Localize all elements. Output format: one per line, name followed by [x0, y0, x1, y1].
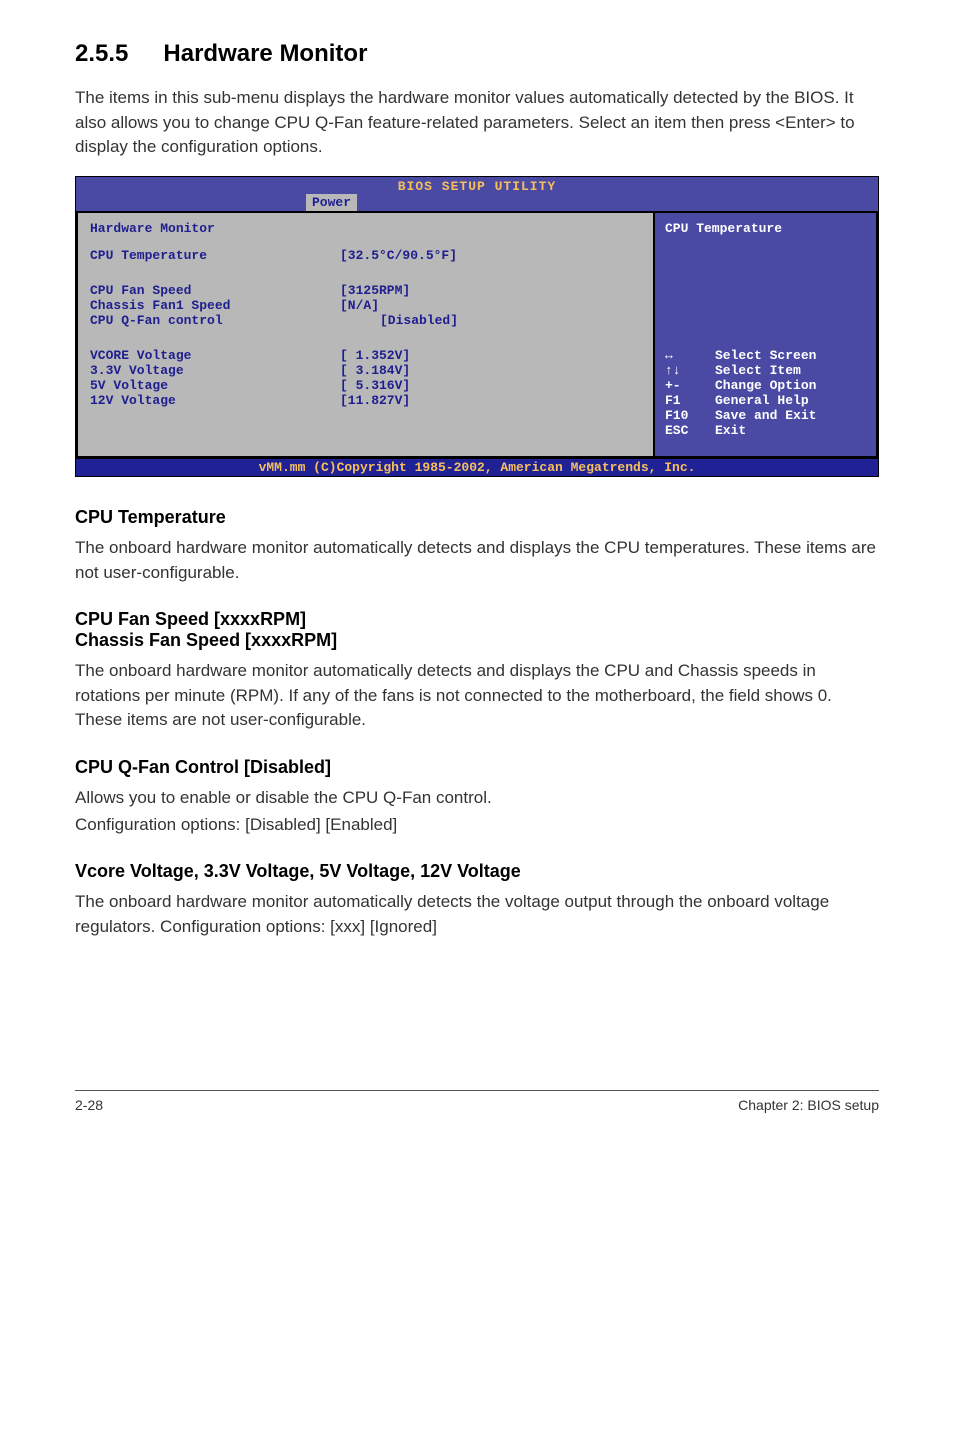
- bios-footer: vMM.mm (C)Copyright 1985-2002, American …: [76, 458, 878, 476]
- bios-item-value: [N/A]: [340, 298, 379, 313]
- bios-item-value: [ 3.184V]: [340, 363, 410, 378]
- bios-item-value: [ 1.352V]: [340, 348, 410, 363]
- bios-item-value: [32.5°C/90.5°F]: [340, 248, 457, 263]
- bios-item-label: VCORE Voltage: [90, 348, 340, 363]
- paragraph: Configuration options: [Disabled] [Enabl…: [75, 813, 879, 838]
- bios-item-label: 5V Voltage: [90, 378, 340, 393]
- bios-item-label: 12V Voltage: [90, 393, 340, 408]
- bios-item-value: [Disabled]: [380, 313, 458, 328]
- bios-row: VCORE Voltage [ 1.352V]: [90, 348, 641, 363]
- section-number: 2.5.5: [75, 40, 128, 68]
- paragraph: The onboard hardware monitor automatical…: [75, 536, 879, 585]
- bios-row: CPU Temperature [32.5°C/90.5°F]: [90, 248, 641, 263]
- subheading-qfan-control: CPU Q-Fan Control [Disabled]: [75, 757, 879, 778]
- bios-right-panel: CPU Temperature ↔Select Screen ↑↓Select …: [653, 211, 878, 458]
- legend-text: Change Option: [715, 378, 816, 393]
- bios-row: 12V Voltage [11.827V]: [90, 393, 641, 408]
- bios-item-label: CPU Temperature: [90, 248, 340, 263]
- bios-item-value: [3125RPM]: [340, 283, 410, 298]
- bios-left-header: Hardware Monitor: [90, 221, 340, 236]
- intro-paragraph: The items in this sub-menu displays the …: [75, 86, 879, 160]
- bios-row: 5V Voltage [ 5.316V]: [90, 378, 641, 393]
- bios-titlebar: BIOS SETUP UTILITY Power: [76, 177, 878, 211]
- bios-item-value: [11.827V]: [340, 393, 410, 408]
- page-footer: 2-28 Chapter 2: BIOS setup: [75, 1090, 879, 1113]
- bios-row: CPU Fan Speed [3125RPM]: [90, 283, 641, 298]
- section-heading: 2.5.5 Hardware Monitor: [75, 40, 879, 68]
- page-number: 2-28: [75, 1097, 103, 1113]
- bios-item-label: CPU Q-Fan control: [90, 313, 340, 328]
- section-title: Hardware Monitor: [163, 40, 367, 67]
- subheading-cpu-temperature: CPU Temperature: [75, 507, 879, 528]
- legend-key: F1: [665, 393, 715, 408]
- subheading-line: Chassis Fan Speed [xxxxRPM]: [75, 630, 879, 651]
- subheading-voltages: Vcore Voltage, 3.3V Voltage, 5V Voltage,…: [75, 861, 879, 882]
- legend-key: ↔: [665, 348, 715, 363]
- bios-left-panel: Hardware Monitor CPU Temperature [32.5°C…: [76, 211, 653, 458]
- bios-item-label: Chassis Fan1 Speed: [90, 298, 340, 313]
- bios-title: BIOS SETUP UTILITY: [398, 179, 556, 194]
- subheading-line: CPU Fan Speed [xxxxRPM]: [75, 609, 879, 630]
- bios-item-label: CPU Fan Speed: [90, 283, 340, 298]
- legend-text: Select Screen: [715, 348, 816, 363]
- bios-row: 3.3V Voltage [ 3.184V]: [90, 363, 641, 378]
- legend-text: Select Item: [715, 363, 801, 378]
- bios-row: Chassis Fan1 Speed [N/A]: [90, 298, 641, 313]
- legend-key: ↑↓: [665, 363, 715, 378]
- bios-help-text: CPU Temperature: [665, 221, 866, 236]
- legend-key: F10: [665, 408, 715, 423]
- bios-item-value: [ 5.316V]: [340, 378, 410, 393]
- bios-item-label: 3.3V Voltage: [90, 363, 340, 378]
- bios-row: CPU Q-Fan control [Disabled]: [90, 313, 641, 328]
- bios-screenshot: BIOS SETUP UTILITY Power Hardware Monito…: [75, 176, 879, 477]
- legend-text: Exit: [715, 423, 746, 438]
- paragraph: Allows you to enable or disable the CPU …: [75, 786, 879, 811]
- paragraph: The onboard hardware monitor automatical…: [75, 890, 879, 939]
- chapter-label: Chapter 2: BIOS setup: [738, 1097, 879, 1113]
- legend-text: Save and Exit: [715, 408, 816, 423]
- bios-tab-power: Power: [306, 194, 357, 211]
- legend-key: +-: [665, 378, 715, 393]
- subheading-cpu-fan-speed: CPU Fan Speed [xxxxRPM] Chassis Fan Spee…: [75, 609, 879, 651]
- legend-text: General Help: [715, 393, 809, 408]
- legend-key: ESC: [665, 423, 715, 438]
- bios-legend: ↔Select Screen ↑↓Select Item +-Change Op…: [665, 348, 866, 438]
- paragraph: The onboard hardware monitor automatical…: [75, 659, 879, 733]
